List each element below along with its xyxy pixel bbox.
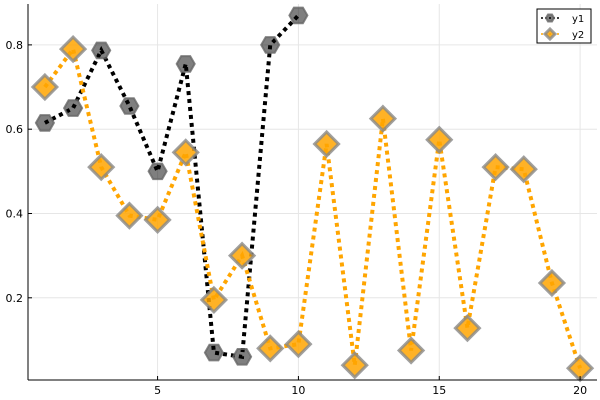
- y2-marker: [58, 34, 88, 64]
- axes: 5 10 15 20 0.2 0.4 0.6 0.8: [6, 4, 597, 397]
- y2-line: [43, 44, 582, 369]
- y2-marker: [227, 241, 257, 270]
- y-tick-label: 0.8: [6, 39, 24, 52]
- y2-marker: [368, 104, 398, 133]
- y1-marker: [34, 114, 56, 132]
- series-layer: [30, 6, 595, 383]
- series-y2: [30, 34, 595, 383]
- y1-marker: [203, 343, 225, 362]
- y2-marker: [30, 72, 60, 102]
- y1-marker: [147, 162, 168, 181]
- y2-marker: [115, 201, 144, 230]
- y2-marker: [425, 125, 454, 154]
- y2-marker: [396, 336, 426, 365]
- y2-marker: [509, 155, 538, 184]
- y2-marker: [171, 138, 200, 167]
- y1-marker: [119, 97, 140, 115]
- grid: [28, 4, 597, 380]
- y2-marker: [87, 153, 116, 182]
- legend-box: [536, 8, 592, 44]
- y2-marker: [340, 351, 369, 380]
- y2-marker: [481, 153, 510, 182]
- y2-marker: [453, 314, 482, 343]
- y2-marker: [199, 285, 229, 315]
- y-tick-label: 0.2: [6, 292, 24, 305]
- x-tick-label: 5: [154, 384, 161, 397]
- y1-marker: [260, 36, 281, 54]
- y2-marker: [537, 268, 567, 298]
- y1-marker: [175, 55, 196, 73]
- y2-marker: [256, 334, 285, 363]
- y2-marker: [284, 330, 313, 359]
- y2-marker: [143, 205, 172, 234]
- x-tick-label: 20: [573, 384, 587, 397]
- y1-marker: [62, 99, 84, 117]
- y1-marker: [231, 348, 253, 366]
- x-tick-label: 10: [291, 384, 305, 397]
- y-tick-label: 0.6: [6, 123, 24, 136]
- y-tick-label: 0.4: [6, 207, 24, 220]
- legend-label-y1: y1: [572, 14, 584, 25]
- series-y1: [34, 6, 309, 366]
- y1-marker: [288, 6, 309, 25]
- y2-marker: [542, 26, 558, 42]
- y2-marker: [312, 129, 341, 159]
- y1-marker: [544, 13, 556, 23]
- y1-marker: [91, 41, 112, 60]
- legend-label-y2: y2: [572, 30, 584, 41]
- x-tick-label: 15: [432, 384, 446, 397]
